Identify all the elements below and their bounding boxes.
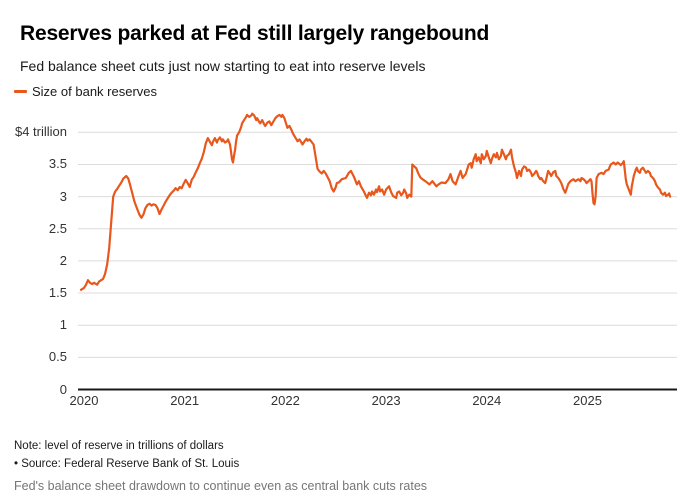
x-tick-label: 2022 xyxy=(270,393,300,408)
reserves-line-series xyxy=(79,112,672,291)
chart-caption: Fed's balance sheet drawdown to continue… xyxy=(14,478,428,493)
y-tick-label: 3.5 xyxy=(48,156,67,172)
y-tick-label: 3 xyxy=(59,188,67,204)
y-tick-label: 2 xyxy=(59,252,67,268)
page-title: Reserves parked at Fed still largely ran… xyxy=(20,22,490,46)
x-tick-label: 2025 xyxy=(573,393,602,408)
y-tick-label: $4 trillion xyxy=(14,124,67,140)
chart-note: Note: level of reserve in trillions of d… xyxy=(14,439,224,452)
legend-label: Size of bank reserves xyxy=(32,84,158,99)
legend-line-swatch xyxy=(14,90,27,93)
x-tick-label: 2021 xyxy=(170,393,200,408)
x-tick-label: 2023 xyxy=(371,393,401,408)
y-tick-label: 0.5 xyxy=(48,349,67,365)
y-tick-label: 0 xyxy=(59,381,67,397)
y-tick-label: 1 xyxy=(59,317,67,333)
x-tick-label: 2024 xyxy=(472,393,502,408)
x-tick-label: 2020 xyxy=(69,393,99,408)
chart-legend: Size of bank reserves xyxy=(14,84,157,99)
y-tick-label: 1.5 xyxy=(48,285,67,301)
y-tick-label: 2.5 xyxy=(48,220,67,236)
chart-source: • Source: Federal Reserve Bank of St. Lo… xyxy=(14,457,240,470)
chart-subtitle: Fed balance sheet cuts just now starting… xyxy=(20,58,426,74)
